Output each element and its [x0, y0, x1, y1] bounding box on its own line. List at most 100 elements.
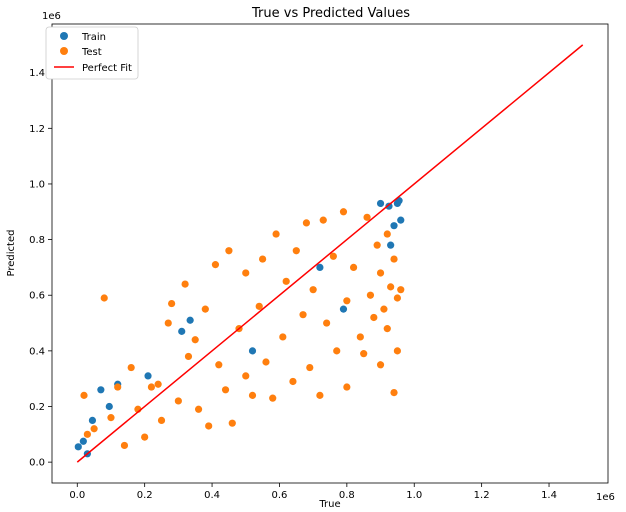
data-point-train — [387, 241, 395, 249]
data-point-test — [376, 361, 385, 369]
data-point-test — [262, 358, 270, 366]
data-point-test — [349, 263, 358, 272]
data-point-test — [360, 350, 368, 358]
data-point-train — [186, 316, 194, 324]
data-point-test — [383, 230, 391, 238]
axes-frame — [51, 23, 609, 484]
data-point-train — [339, 305, 348, 313]
x-tick-label: 0.0 — [69, 490, 85, 501]
data-point-train — [248, 347, 257, 355]
data-point-test — [228, 419, 236, 427]
data-point-test — [380, 305, 388, 313]
data-point-test — [366, 291, 375, 299]
data-point-train — [390, 222, 398, 230]
legend: Train Test Perfect Fit — [45, 26, 139, 80]
data-point-test — [154, 380, 162, 388]
x-axis-label: True — [318, 499, 340, 510]
y-tick-label: 0.6 — [29, 291, 45, 302]
data-point-train — [376, 199, 385, 208]
y-axis-label: Predicted — [6, 230, 17, 277]
data-point-test — [356, 333, 364, 341]
data-point-test — [147, 383, 156, 391]
legend-label-perfect-fit: Perfect Fit — [82, 63, 132, 74]
data-point-train — [316, 263, 324, 272]
legend-box — [45, 26, 139, 80]
x-tick-label: 1.0 — [406, 490, 422, 501]
data-point-test — [289, 377, 297, 386]
data-point-test — [120, 441, 129, 450]
data-point-test — [114, 383, 122, 391]
x-tick-label: 0.6 — [272, 490, 288, 501]
series-train — [74, 197, 405, 458]
data-point-train — [397, 216, 405, 224]
data-point-test — [319, 216, 327, 224]
x-tick-label: 1.4 — [541, 490, 557, 501]
data-point-test — [309, 286, 317, 294]
data-point-test — [194, 405, 203, 413]
x-tick-label: 0.2 — [137, 490, 153, 501]
data-point-test — [127, 363, 135, 372]
data-point-test — [306, 363, 314, 372]
y-axis-offset-label: 1e6 — [42, 11, 61, 22]
data-point-test — [373, 241, 381, 249]
data-point-test — [168, 299, 176, 308]
data-point-test — [390, 388, 398, 397]
data-point-test — [282, 277, 290, 285]
data-point-test — [174, 397, 182, 405]
data-point-test — [343, 297, 351, 305]
y-tick-label: 0.2 — [29, 402, 45, 413]
data-point-test — [181, 280, 189, 288]
data-point-train — [144, 372, 152, 380]
data-point-train — [88, 416, 97, 425]
data-point-test — [100, 294, 108, 302]
x-axis-offset-label: 1e6 — [596, 492, 615, 503]
data-point-test — [316, 391, 324, 399]
data-point-test — [157, 416, 166, 425]
data-point-test — [221, 386, 230, 394]
y-tick-label: 0.0 — [29, 458, 45, 469]
data-point-test — [83, 430, 91, 438]
y-tick-label: 0.8 — [29, 235, 45, 246]
y-tick-label: 1.2 — [29, 124, 45, 135]
data-point-train — [385, 202, 393, 210]
data-point-test — [299, 311, 307, 319]
legend-marker-test — [60, 47, 68, 55]
data-point-test — [393, 294, 401, 302]
data-point-test — [329, 252, 337, 260]
data-point-test — [343, 383, 351, 391]
data-point-test — [205, 422, 213, 430]
data-point-test — [90, 425, 98, 433]
points-layer — [74, 197, 405, 458]
legend-marker-train — [60, 32, 68, 40]
data-point-test — [323, 319, 331, 327]
data-point-train — [79, 437, 87, 445]
data-point-test — [164, 319, 172, 327]
data-point-train — [97, 386, 105, 394]
data-point-test — [272, 230, 280, 238]
y-tick-label: 1.0 — [29, 179, 45, 190]
x-tick-label: 0.8 — [339, 490, 355, 501]
data-point-test — [184, 352, 193, 361]
data-point-test — [242, 372, 250, 380]
legend-label-test: Test — [81, 47, 102, 58]
data-point-test — [363, 213, 371, 221]
data-point-test — [107, 414, 115, 422]
data-point-test — [393, 347, 401, 355]
x-axis: 0.0 0.2 0.4 0.6 0.8 1.0 1.2 1.4 — [69, 483, 557, 501]
data-point-test — [255, 302, 263, 310]
reference-line-layer — [76, 44, 584, 463]
plot-area — [74, 44, 584, 463]
data-point-test — [370, 313, 378, 322]
data-point-test — [259, 255, 267, 263]
data-point-test — [141, 433, 149, 441]
data-point-test — [333, 347, 341, 355]
data-point-test — [339, 208, 348, 216]
data-point-test — [80, 391, 88, 399]
perfect-fit-line — [76, 44, 584, 463]
y-tick-label: 1.4 — [29, 68, 45, 79]
data-point-test — [225, 247, 233, 255]
chart-title: True vs Predicted Values — [251, 6, 410, 21]
data-point-test — [201, 305, 209, 313]
